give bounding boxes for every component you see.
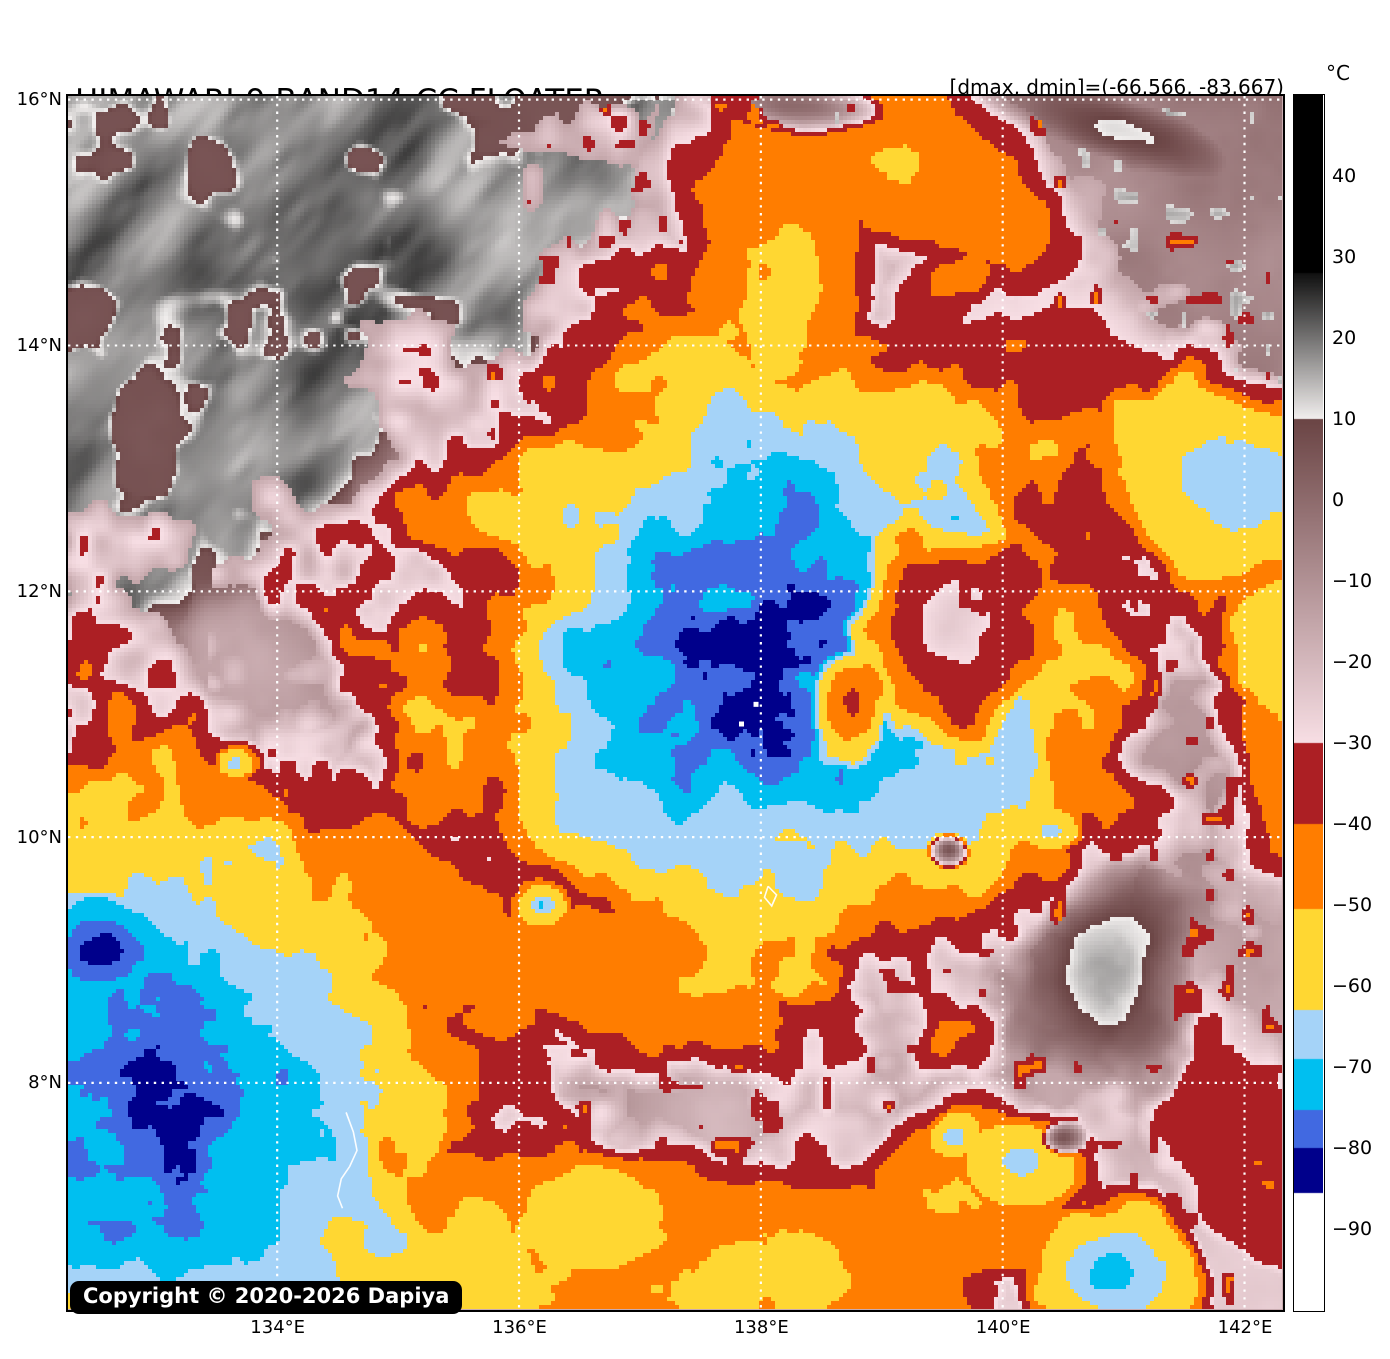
- colorbar-unit-label: °C: [1326, 61, 1350, 85]
- y-tick-label: 16°N: [16, 89, 62, 111]
- x-tick-label: 138°E: [733, 1317, 789, 1338]
- colorbar-tick-label: 40: [1332, 165, 1357, 187]
- colorbar-tick-label: 0: [1332, 489, 1345, 511]
- x-tick-label: 142°E: [1217, 1317, 1273, 1338]
- colorbar-tick-label: −90: [1332, 1218, 1373, 1240]
- y-tick-label: 12°N: [16, 580, 62, 602]
- x-tick-label: 140°E: [975, 1317, 1031, 1338]
- colorbar-tick-label: −40: [1332, 813, 1373, 835]
- x-tick-label: 136°E: [492, 1317, 547, 1338]
- y-tick-label: 14°N: [16, 334, 62, 356]
- colorbar-tick-label: −80: [1332, 1137, 1373, 1159]
- colorbar-tick-label: 20: [1332, 327, 1357, 349]
- colorbar-tick-label: −10: [1332, 570, 1373, 592]
- colorbar-canvas: [1294, 94, 1323, 1310]
- map-frame: Copyright © 2020-2026 Dapiya: [66, 94, 1285, 1314]
- satellite-image-canvas: [68, 96, 1282, 1309]
- y-tick-label: 10°N: [16, 826, 62, 848]
- colorbar-tick-label: −30: [1332, 732, 1373, 754]
- colorbar-tick-label: −60: [1332, 975, 1373, 997]
- colorbar-frame: [1293, 93, 1325, 1312]
- colorbar-tick-label: 30: [1332, 246, 1357, 268]
- colorbar-tick-label: −50: [1332, 894, 1373, 916]
- copyright-badge: Copyright © 2020-2026 Dapiya: [70, 1281, 463, 1314]
- y-tick-label: 8°N: [28, 1072, 62, 1094]
- colorbar-tick-label: −20: [1332, 651, 1373, 673]
- colorbar-tick-label: −70: [1332, 1056, 1373, 1078]
- x-tick-label: 134°E: [250, 1317, 306, 1338]
- colorbar-tick-label: 10: [1332, 408, 1357, 430]
